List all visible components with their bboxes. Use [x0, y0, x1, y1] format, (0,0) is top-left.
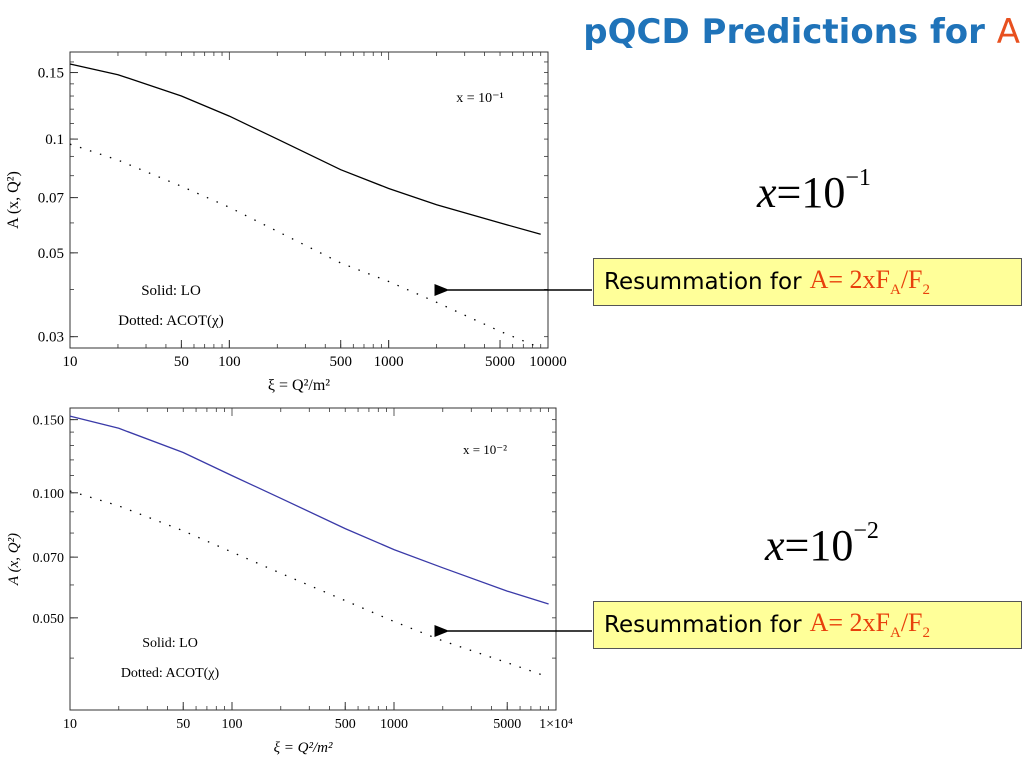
math-label-x-1e-1: x=10−1 [757, 165, 871, 218]
math-eq: = [784, 521, 810, 570]
x-tick-label: 50 [174, 354, 189, 370]
chart-x-1e-1: 10 50 100 500 1000 5000 10000 0.15 0.1 0.07 0.05 0.… [5, 51, 567, 394]
formula-sub: A [889, 282, 901, 299]
x-axis-label: ξ = Q²/m² [274, 740, 333, 756]
callout-text: Resummation for [604, 612, 802, 638]
formula-sub: A [889, 625, 901, 642]
formula-part: A= 2xF [809, 264, 890, 294]
series-line-acot [69, 143, 541, 349]
chart-x-1e-2: 10 50 100 500 1000 5000 1×10⁴ 0.150 0.100 0.070 0.… [6, 407, 573, 756]
y-tick-label: 0.1 [45, 132, 64, 148]
y-tick-label: 0.07 [38, 191, 65, 207]
legend-entry: Solid: LO [141, 283, 201, 299]
formula-sub: 2 [922, 625, 931, 642]
x-tick-label: 5000 [493, 717, 521, 732]
y-axis-label: A (x, Q²) [5, 171, 22, 229]
x-tick-label: 10 [63, 717, 77, 732]
x-tick-label: 500 [329, 354, 352, 370]
resummation-callout-2: Resummation for A= 2xFA/F2 [593, 601, 1022, 649]
x-tick-label: 500 [335, 717, 356, 732]
y-tick-label: 0.15 [38, 66, 64, 82]
series-line-lo [69, 415, 549, 605]
y-tick-label: 0.070 [33, 551, 65, 566]
plot-frame [69, 407, 557, 711]
math-var: x [757, 168, 777, 217]
x-tick-label: 1000 [380, 717, 408, 732]
x-tick-label: 5000 [485, 354, 515, 370]
callout-formula: A= 2xFA/F2 [810, 608, 930, 642]
x-tick-label: 1×10⁴ [539, 717, 573, 732]
slide-title: pQCD Predictions for A [583, 12, 1020, 52]
math-exp: −2 [853, 518, 879, 544]
callout-text: Resummation for [604, 269, 802, 295]
y-tick-label: 0.050 [33, 612, 65, 627]
x-tick-label: 100 [218, 354, 241, 370]
y-tick-label: 0.150 [33, 414, 65, 429]
legend-entry: Dotted: ACOT(χ) [121, 666, 220, 681]
legend-entry: Dotted: ACOT(χ) [118, 313, 223, 329]
x-tick-label: 10000 [529, 354, 567, 370]
callout-formula: A= 2xFA/F2 [810, 265, 930, 299]
y-tick-label: 0.05 [38, 246, 64, 262]
formula-sub: 2 [922, 282, 931, 299]
x-tick-label: 50 [176, 717, 190, 732]
legend-entry: Solid: LO [142, 636, 198, 651]
plot-frame [69, 51, 549, 349]
y-tick-label: 0.100 [33, 487, 65, 502]
math-var: x [765, 521, 785, 570]
y-axis-label: A (x, Q²) [6, 533, 22, 586]
resummation-callout-1: Resummation for A= 2xFA/F2 [593, 258, 1022, 306]
title-accent: A [996, 12, 1020, 52]
series-line-lo [69, 63, 541, 235]
x-tick-label: 1000 [374, 354, 404, 370]
x-tick-label: 100 [222, 717, 243, 732]
math-base: 10 [809, 521, 854, 570]
x-axis-label: ξ = Q²/m² [268, 377, 330, 394]
math-eq: = [776, 168, 802, 217]
x-tick-label: 10 [63, 354, 78, 370]
math-exp: −1 [845, 165, 871, 191]
formula-part: A= 2xF [809, 607, 890, 637]
math-base: 10 [801, 168, 846, 217]
formula-part: /F [900, 607, 923, 637]
y-tick-label: 0.03 [38, 330, 64, 346]
plot-annotation: x = 10⁻¹ [456, 91, 503, 106]
plot-annotation: x = 10⁻² [463, 442, 507, 457]
formula-part: /F [900, 264, 923, 294]
math-label-x-1e-2: x=10−2 [765, 518, 879, 571]
title-text: pQCD Predictions for [583, 12, 997, 52]
